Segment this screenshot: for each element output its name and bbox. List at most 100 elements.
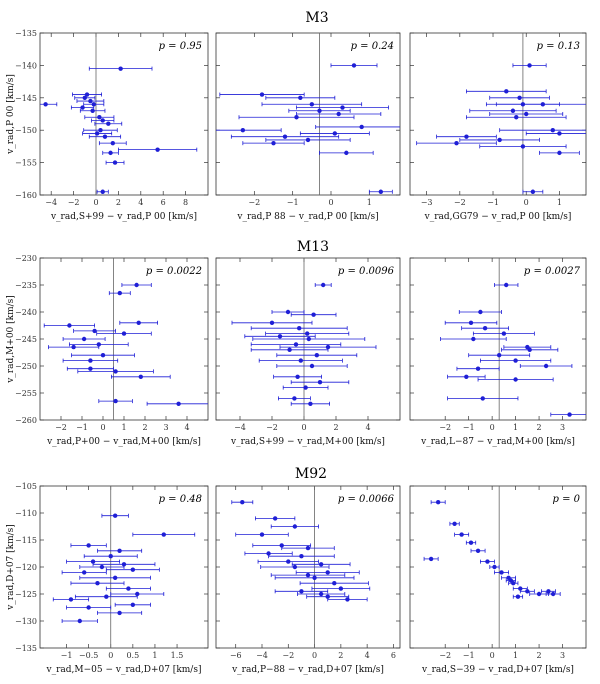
x-axis-label: v_rad,M−05 − v_rad,D+07 [km/s] [46, 665, 202, 675]
y-tick-label: −260 [15, 416, 37, 425]
data-point [295, 374, 300, 379]
data-point [378, 189, 384, 194]
data-point [117, 610, 122, 616]
data-point [305, 572, 311, 578]
x-tick-label: −1 [487, 198, 499, 207]
data-point [277, 334, 283, 339]
x-tick-label: −1 [61, 651, 73, 660]
data-point [318, 562, 324, 567]
x-tick-label: 2 [537, 651, 542, 660]
data-point [100, 118, 105, 123]
x-tick-label: 1 [557, 198, 562, 207]
x-axis-label: v_rad,S+99 − v_rad,M+00 [km/s] [230, 437, 385, 447]
x-tick-label: −2 [55, 423, 67, 432]
data-point [134, 282, 139, 288]
data-point [138, 374, 143, 379]
x-tick-label: −0.5 [79, 651, 98, 660]
x-tick-label: −2 [248, 198, 260, 207]
y-tick-label: −105 [15, 482, 37, 491]
p-value-label: p = 0.13 [537, 41, 580, 52]
data-point [299, 589, 304, 594]
x-tick-label: 1 [121, 423, 126, 432]
y-tick-label: −130 [15, 617, 37, 626]
data-point [454, 140, 459, 146]
data-point [299, 554, 304, 559]
data-points [52, 513, 196, 624]
data-point [121, 562, 127, 567]
x-tick-label: 2 [537, 423, 542, 432]
data-point [95, 581, 100, 586]
data-point [293, 342, 299, 347]
x-tick-label: 8 [183, 198, 188, 207]
data-point [90, 108, 95, 113]
data-point [286, 559, 291, 564]
data-point [351, 63, 357, 68]
data-point [530, 189, 536, 194]
x-tick-label: 6 [161, 198, 166, 207]
y-tick-label: −120 [15, 563, 37, 572]
data-point [113, 369, 118, 374]
x-tick-label: 3 [163, 423, 168, 432]
data-point [91, 102, 96, 107]
data-points [43, 282, 208, 406]
data-point [475, 548, 481, 553]
data-point [513, 358, 518, 363]
data-point [504, 89, 509, 94]
data-point [496, 353, 502, 358]
data-point [84, 92, 90, 97]
x-tick-label: 2 [116, 198, 121, 207]
data-point [259, 532, 265, 537]
x-tick-label: 4 [365, 423, 370, 432]
p-value-label: p = 0.48 [159, 494, 202, 505]
data-point [325, 594, 330, 599]
y-tick-label: −160 [15, 191, 37, 200]
x-tick-label: 1.5 [171, 651, 184, 660]
x-tick-label: −4 [234, 423, 246, 432]
data-point [113, 398, 118, 404]
data-point [292, 524, 298, 529]
x-tick-label: 0 [490, 423, 495, 432]
data-point [130, 567, 136, 572]
data-point [259, 92, 265, 97]
scatter-panel: −2 −1 0 1 2 3 4 −230 −235 −240 −245 −250 −255 −260 v_r… [6, 254, 209, 447]
data-point [136, 320, 141, 325]
data-point [525, 589, 530, 594]
data-point [480, 396, 485, 401]
data-point [332, 131, 338, 136]
data-point [86, 543, 91, 548]
data-point [240, 500, 245, 505]
x-tick-label: 1 [152, 651, 157, 660]
data-point [501, 331, 507, 336]
data-point [88, 98, 93, 104]
data-point [464, 134, 469, 139]
scatter-panel: −1 −0.5 0 0.5 1 1.5 −105 −110 −115 −120 −125 −130 −1… [6, 482, 209, 675]
x-axis-label: v_rad,S+99 − v_rad,P 00 [km/s] [50, 212, 197, 222]
data-point [317, 380, 323, 385]
data-point [108, 150, 113, 156]
x-tick-label: −2 [68, 198, 80, 207]
x-tick-label: 6 [391, 651, 396, 660]
data-point [306, 336, 311, 342]
y-tick-label: −145 [15, 94, 37, 103]
data-point [102, 134, 108, 139]
data-point [504, 282, 509, 288]
data-points [423, 500, 561, 599]
data-point [155, 147, 160, 152]
data-point [100, 189, 105, 194]
data-point [497, 137, 502, 143]
data-point [543, 363, 549, 369]
data-point [321, 282, 326, 288]
y-axis-label: v_rad,P 00 [km/s] [6, 74, 16, 155]
y-tick-label: −230 [15, 254, 37, 263]
cluster-title-m13: M13 [297, 239, 329, 255]
data-point [67, 323, 72, 328]
y-tick-label: −245 [15, 335, 37, 344]
x-tick-label: −6 [230, 651, 242, 660]
data-point [527, 63, 532, 68]
x-tick-label: 2 [142, 423, 147, 432]
x-axis-label: v_rad,S−39 − v_rad,D+07 [km/s] [421, 665, 574, 675]
x-tick-label: 0 [93, 198, 98, 207]
cluster-title-m3: M3 [305, 10, 328, 26]
scatter-panel: −2 −1 0 1 2 3 p = 0.0027 v_rad,L−87 − v_rad,M+0… [409, 257, 587, 447]
data-point [240, 128, 246, 133]
